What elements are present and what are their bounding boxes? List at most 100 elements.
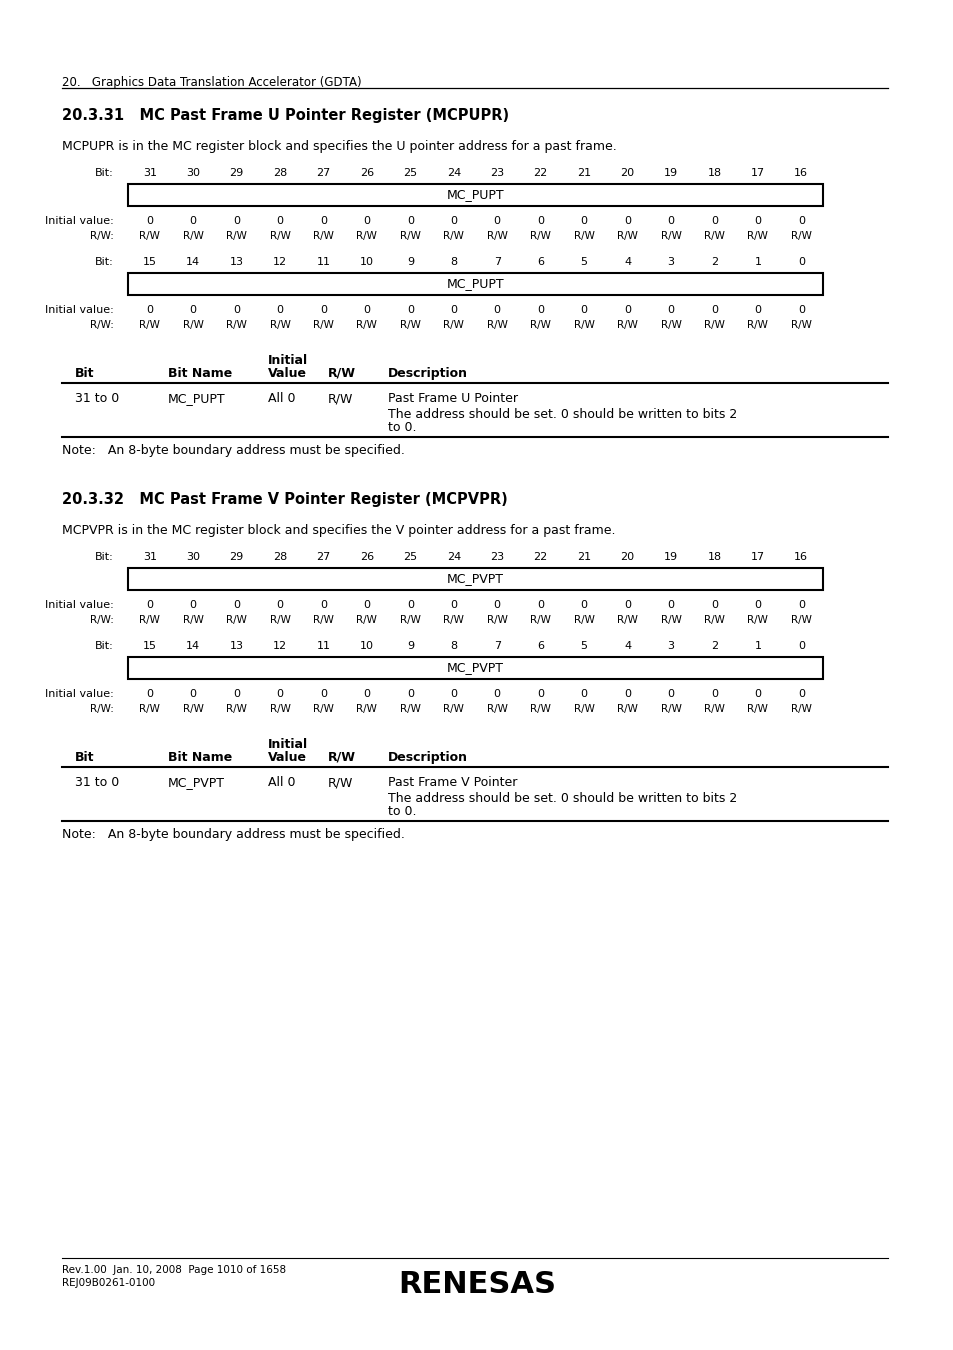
Text: Value: Value (268, 751, 307, 764)
Text: Bit:: Bit: (95, 641, 113, 651)
Text: 16: 16 (794, 167, 807, 178)
Text: 0: 0 (797, 641, 804, 651)
Text: All 0: All 0 (268, 392, 295, 405)
Text: R/W:: R/W: (90, 231, 113, 242)
Text: MC_PVPT: MC_PVPT (168, 776, 225, 788)
Text: 0: 0 (494, 599, 500, 610)
Text: 20.3.31   MC Past Frame U Pointer Register (MCPUPR): 20.3.31 MC Past Frame U Pointer Register… (62, 108, 509, 123)
Text: R/W: R/W (226, 616, 247, 625)
Text: 22: 22 (533, 167, 547, 178)
Text: 0: 0 (494, 688, 500, 699)
Bar (128, 568, 822, 590)
Text: R/W: R/W (183, 616, 203, 625)
Text: 0: 0 (667, 216, 674, 225)
Text: Past Frame U Pointer: Past Frame U Pointer (388, 392, 517, 405)
Text: 18: 18 (706, 552, 720, 562)
Text: 31: 31 (143, 167, 156, 178)
Text: 9: 9 (406, 641, 414, 651)
Text: MC_PVPT: MC_PVPT (447, 662, 503, 675)
Bar (128, 184, 822, 207)
Text: R/W: R/W (139, 231, 160, 242)
Text: 4: 4 (623, 641, 631, 651)
Text: R/W: R/W (270, 703, 290, 714)
Text: R/W: R/W (703, 616, 724, 625)
Text: R/W: R/W (313, 616, 334, 625)
Text: 13: 13 (230, 256, 243, 267)
Text: 25: 25 (403, 167, 417, 178)
Text: 13: 13 (230, 641, 243, 651)
Text: R/W:: R/W: (90, 616, 113, 625)
Text: R/W: R/W (183, 320, 203, 329)
Text: Description: Description (388, 751, 468, 764)
Text: 0: 0 (190, 688, 196, 699)
Text: 6: 6 (537, 641, 543, 651)
Text: R/W: R/W (703, 703, 724, 714)
Text: Initial value:: Initial value: (45, 688, 113, 699)
Text: 10: 10 (359, 256, 374, 267)
Text: 0: 0 (363, 216, 370, 225)
Text: 15: 15 (143, 256, 156, 267)
Text: 10: 10 (359, 641, 374, 651)
Text: Initial value:: Initial value: (45, 216, 113, 225)
Text: 0: 0 (319, 688, 327, 699)
Text: R/W: R/W (790, 320, 811, 329)
Text: to 0.: to 0. (388, 805, 416, 818)
Text: 14: 14 (186, 641, 200, 651)
Text: 0: 0 (754, 688, 760, 699)
Text: 23: 23 (490, 552, 504, 562)
Text: 0: 0 (580, 305, 587, 315)
Text: R/W: R/W (183, 703, 203, 714)
Text: 11: 11 (316, 256, 330, 267)
Text: 19: 19 (663, 167, 678, 178)
Text: MCPVPR is in the MC register block and specifies the V pointer address for a pas: MCPVPR is in the MC register block and s… (62, 524, 615, 537)
Text: 0: 0 (406, 599, 414, 610)
Text: 31 to 0: 31 to 0 (75, 392, 119, 405)
Text: 0: 0 (710, 688, 718, 699)
Text: R/W: R/W (399, 320, 420, 329)
Text: 0: 0 (797, 599, 804, 610)
Text: R/W: R/W (790, 616, 811, 625)
Text: 0: 0 (580, 688, 587, 699)
Text: R/W: R/W (530, 616, 551, 625)
Text: R/W: R/W (530, 703, 551, 714)
Text: 7: 7 (493, 641, 500, 651)
Text: 0: 0 (754, 216, 760, 225)
Text: R/W: R/W (356, 703, 377, 714)
Bar (128, 657, 822, 679)
Text: Value: Value (268, 367, 307, 379)
Text: 0: 0 (537, 216, 543, 225)
Text: 1: 1 (754, 256, 760, 267)
Text: Bit: Bit (75, 751, 94, 764)
Text: R/W: R/W (270, 320, 290, 329)
Text: 0: 0 (276, 305, 283, 315)
Text: 1: 1 (754, 641, 760, 651)
Text: 0: 0 (580, 599, 587, 610)
Text: R/W: R/W (617, 616, 638, 625)
Text: 0: 0 (363, 305, 370, 315)
Text: R/W: R/W (573, 320, 594, 329)
Text: 20.3.32   MC Past Frame V Pointer Register (MCPVPR): 20.3.32 MC Past Frame V Pointer Register… (62, 491, 507, 508)
Text: R/W: R/W (313, 231, 334, 242)
Text: 8: 8 (450, 641, 456, 651)
Text: R/W: R/W (313, 320, 334, 329)
Text: 30: 30 (186, 552, 200, 562)
Text: 29: 29 (230, 552, 243, 562)
Text: R/W: R/W (226, 703, 247, 714)
Text: 0: 0 (580, 216, 587, 225)
Text: Past Frame V Pointer: Past Frame V Pointer (388, 776, 517, 788)
Text: 0: 0 (797, 688, 804, 699)
Text: 0: 0 (797, 216, 804, 225)
Text: R/W: R/W (486, 320, 507, 329)
Text: R/W: R/W (573, 231, 594, 242)
Text: 2: 2 (710, 641, 718, 651)
Text: The address should be set. 0 should be written to bits 2: The address should be set. 0 should be w… (388, 408, 737, 421)
Text: MC_PUPT: MC_PUPT (168, 392, 226, 405)
Text: 24: 24 (446, 167, 460, 178)
Text: 7: 7 (493, 256, 500, 267)
Text: R/W: R/W (617, 231, 638, 242)
Text: 0: 0 (406, 305, 414, 315)
Text: R/W: R/W (746, 320, 767, 329)
Text: 27: 27 (316, 552, 331, 562)
Text: 0: 0 (276, 599, 283, 610)
Text: 0: 0 (363, 599, 370, 610)
